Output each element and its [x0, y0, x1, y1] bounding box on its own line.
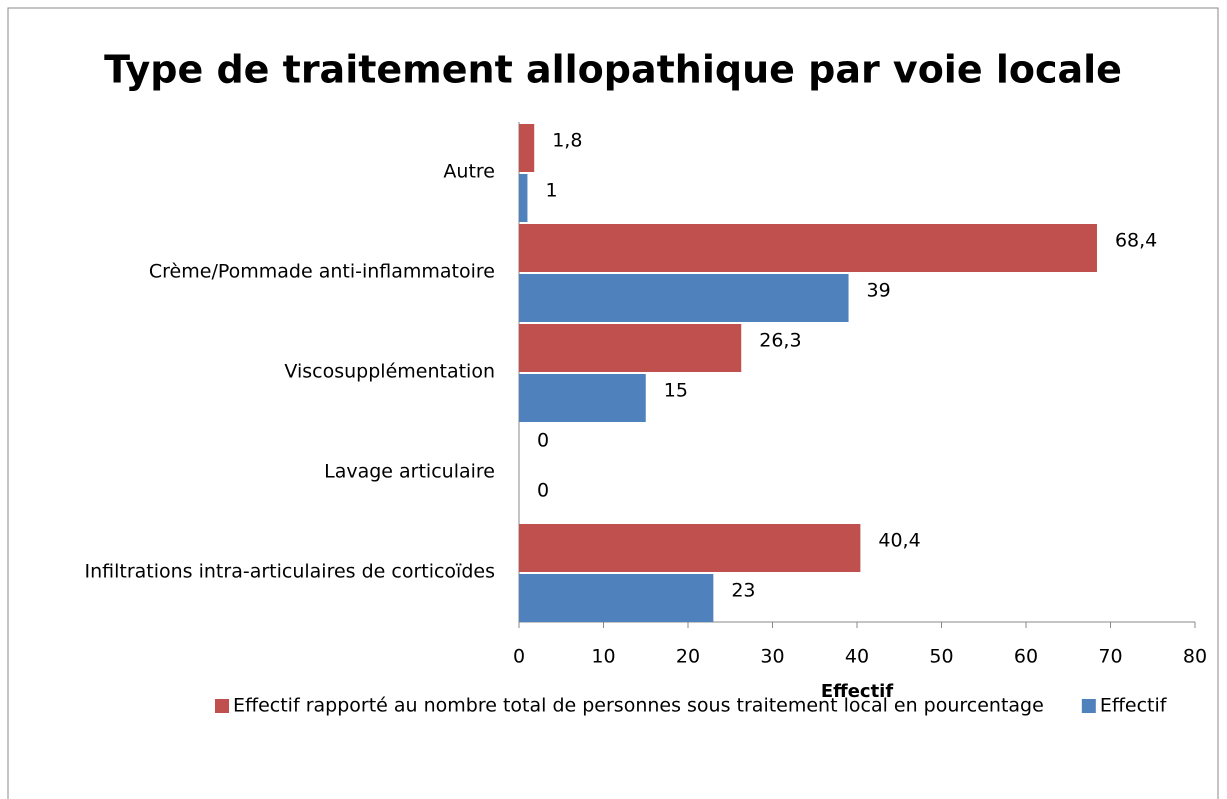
legend-label: Effectif: [1100, 695, 1168, 717]
x-tick-label: 10: [591, 646, 615, 668]
y-tick-label: Autre: [443, 161, 495, 183]
value-label: 0: [537, 480, 549, 502]
y-tick-label: Viscosupplémentation: [284, 361, 495, 383]
bar: [519, 124, 535, 172]
x-tick-label: 0: [513, 646, 525, 668]
x-tick-label: 40: [845, 646, 869, 668]
value-label: 26,3: [759, 330, 801, 352]
bar: [519, 524, 861, 572]
y-tick-label: Infiltrations intra-articulaires de cort…: [84, 561, 495, 583]
bar: [519, 374, 646, 422]
bar: [519, 174, 528, 222]
bar: [519, 574, 714, 622]
x-tick-label: 50: [929, 646, 953, 668]
chart-title: Type de traitement allopathique par voie…: [104, 48, 1122, 92]
x-tick-label: 70: [1098, 646, 1122, 668]
x-tick-label: 30: [760, 646, 784, 668]
value-label: 39: [867, 280, 891, 302]
legend-swatch: [1081, 699, 1096, 713]
value-label: 0: [537, 430, 549, 452]
x-tick-label: 80: [1183, 646, 1207, 668]
bar: [519, 274, 849, 322]
value-label: 68,4: [1115, 230, 1157, 252]
value-label: 40,4: [878, 530, 920, 552]
bar: [519, 224, 1097, 272]
value-label: 15: [664, 380, 688, 402]
value-label: 1,8: [552, 130, 582, 152]
y-tick-label: Crème/Pommade anti-inflammatoire: [149, 261, 495, 283]
legend-label: Effectif rapporté au nombre total de per…: [233, 695, 1044, 717]
value-label: 23: [731, 580, 755, 602]
bar: [519, 324, 742, 372]
y-tick-label: Lavage articulaire: [324, 461, 495, 483]
value-label: 1: [545, 180, 557, 202]
x-axis-title: Effectif: [821, 681, 894, 702]
x-tick-label: 20: [676, 646, 700, 668]
legend-swatch: [215, 699, 229, 713]
x-tick-label: 60: [1014, 646, 1038, 668]
